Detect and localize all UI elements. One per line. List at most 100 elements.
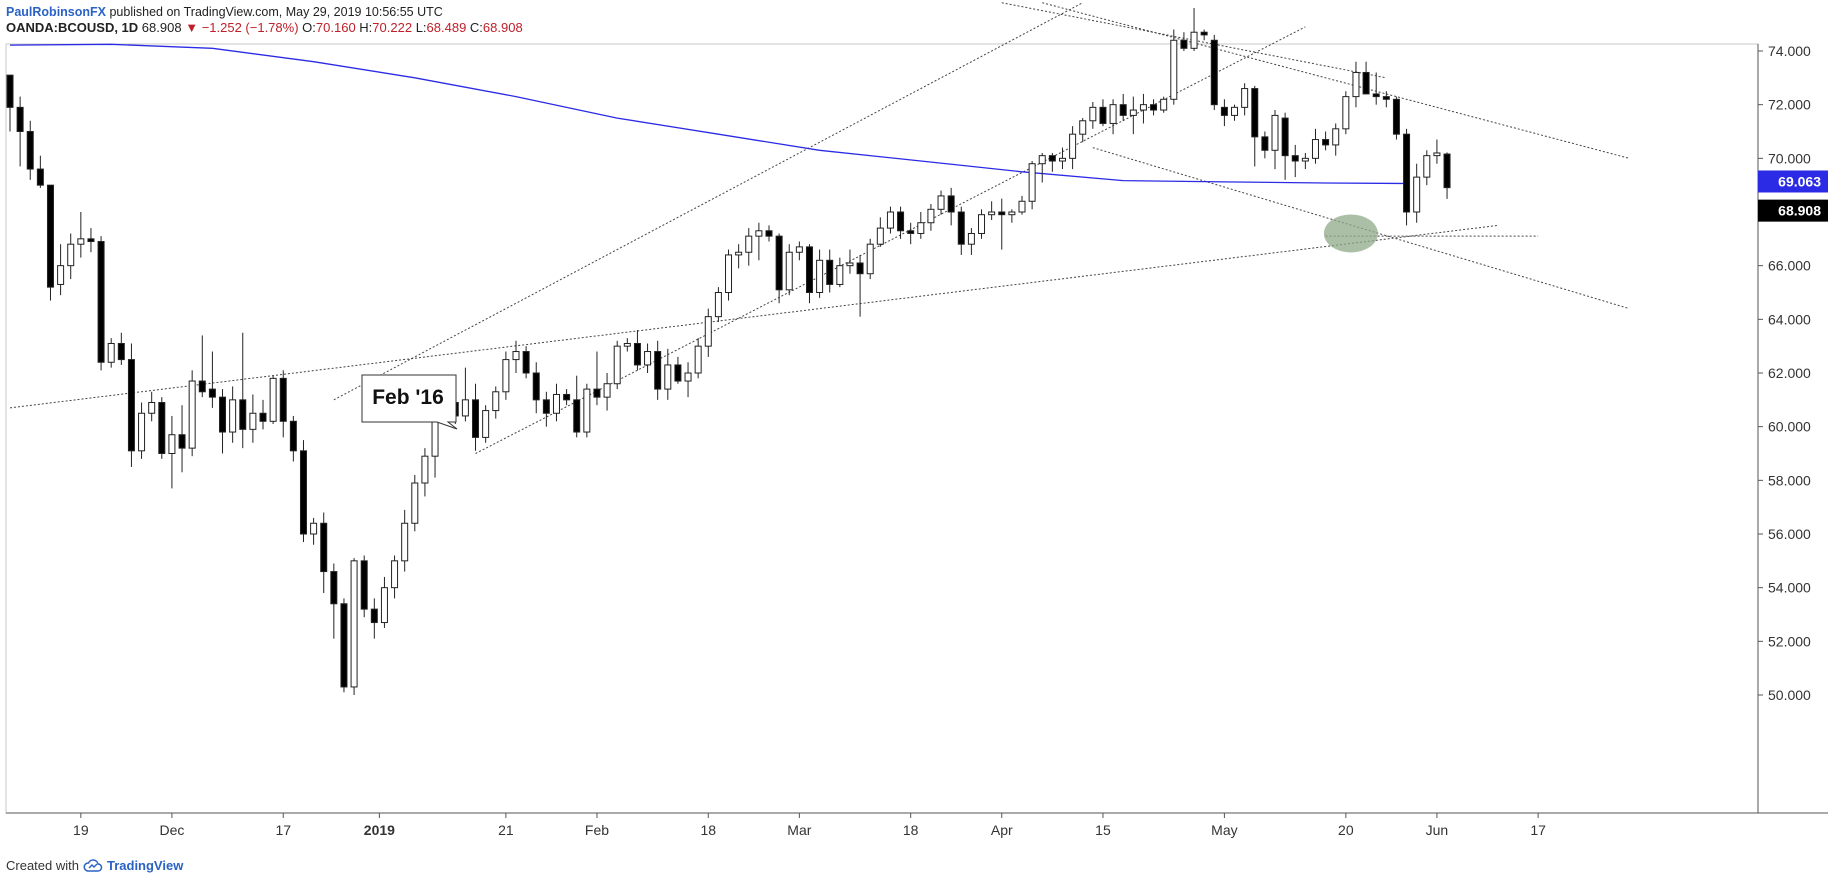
candle-body-down xyxy=(1281,117,1289,157)
candle-body-down xyxy=(117,342,125,361)
chart-footer: Created with TradingView xyxy=(6,858,183,873)
candle xyxy=(755,222,763,261)
candle xyxy=(269,375,277,424)
time-axis[interactable]: 19 Dec 17 2019 21 Feb 18 Mar 18 Apr 15 May 20 Jun 17 xyxy=(73,813,1546,838)
publisher-line: PaulRobinsonFX published on TradingView.… xyxy=(6,4,523,20)
candle xyxy=(1139,93,1147,124)
candle-body-down xyxy=(907,230,915,234)
candle xyxy=(67,233,75,280)
candle-body-down xyxy=(1403,133,1411,213)
candle xyxy=(714,287,722,323)
candle-body-down xyxy=(26,131,34,170)
candle-body-up xyxy=(1018,200,1026,213)
candle-body-up xyxy=(1311,139,1319,159)
x-tick-label: 15 xyxy=(1095,822,1111,838)
author-link[interactable]: PaulRobinsonFX xyxy=(6,5,106,19)
candle xyxy=(563,389,571,406)
candle xyxy=(1322,131,1330,151)
candle-body-down xyxy=(1392,98,1400,135)
candle-body-up xyxy=(967,232,975,245)
candle xyxy=(1058,147,1066,170)
candle xyxy=(684,362,692,398)
candle xyxy=(1109,99,1117,135)
x-tick-label: 20 xyxy=(1338,822,1354,838)
candle xyxy=(886,206,894,234)
candle xyxy=(552,383,560,422)
candle xyxy=(502,351,510,400)
candle xyxy=(1332,123,1340,156)
candle xyxy=(1079,118,1087,143)
candle-body-down xyxy=(563,393,571,401)
y-tick-label: 52.000 xyxy=(1768,633,1811,649)
candle-body-up xyxy=(1170,39,1178,100)
candle xyxy=(573,375,581,438)
trendline-descending-upper xyxy=(1042,2,1630,159)
candle xyxy=(279,370,287,438)
candle xyxy=(6,74,14,132)
candle-body-up xyxy=(886,211,894,229)
candle xyxy=(1403,128,1411,226)
trendline-feb-16-support xyxy=(9,224,1498,409)
tradingview-brand[interactable]: TradingView xyxy=(106,858,184,873)
candle xyxy=(1200,29,1208,41)
candle-body-down xyxy=(198,380,206,393)
candle-body-down xyxy=(775,235,783,291)
candle xyxy=(542,391,550,427)
candle xyxy=(654,340,662,400)
candle xyxy=(482,405,490,443)
symbol-label[interactable]: OANDA:BCOUSD, 1D xyxy=(6,20,139,35)
candle-body-up xyxy=(1089,106,1097,122)
x-tick-label: Jun xyxy=(1426,822,1449,838)
ma-price-label: 69.063 xyxy=(1758,170,1828,193)
candle-body-up xyxy=(704,316,712,347)
candle xyxy=(107,338,115,368)
candle-body-down xyxy=(472,399,480,438)
candle xyxy=(77,212,85,258)
candle-body-down xyxy=(1099,106,1107,124)
candle-body-up xyxy=(552,393,560,414)
candle xyxy=(1119,93,1127,121)
candle xyxy=(846,249,854,274)
candle xyxy=(603,373,611,411)
high-value: 70.222 xyxy=(372,20,413,35)
feb-16-callout: Feb '16 xyxy=(361,374,458,430)
candle-body-down xyxy=(654,351,662,390)
x-tick-label: 18 xyxy=(700,822,716,838)
x-tick-label: 17 xyxy=(1530,822,1546,838)
candle xyxy=(168,415,176,489)
candle xyxy=(1433,139,1441,164)
candle-body-down xyxy=(279,377,287,422)
candle xyxy=(1352,61,1360,108)
low-label: L: xyxy=(415,20,427,35)
candle-body-up xyxy=(684,372,692,382)
candle-body-up xyxy=(725,254,733,293)
candle xyxy=(927,203,935,231)
candle xyxy=(1089,101,1097,129)
candle-body-up xyxy=(1301,157,1309,162)
price-axis[interactable]: 74.00072.00070.00068.00066.00064.00062.0… xyxy=(1758,43,1811,703)
trendline-lower-channel xyxy=(475,26,1306,454)
y-tick-label: 54.000 xyxy=(1768,580,1811,596)
candle-body-down xyxy=(947,195,955,213)
candle-body-down xyxy=(1150,104,1158,111)
candle-body-down xyxy=(360,560,368,610)
candle xyxy=(967,228,975,255)
x-tick-label: 21 xyxy=(498,822,514,838)
candle xyxy=(633,330,641,371)
candle xyxy=(816,249,824,298)
candle-body-down xyxy=(1251,88,1259,138)
candle-body-up xyxy=(421,455,429,484)
y-tick-label: 60.000 xyxy=(1768,419,1811,435)
candle xyxy=(1271,110,1279,170)
candle-body-down xyxy=(46,184,54,288)
callout-box xyxy=(361,374,458,430)
candle-body-down xyxy=(826,259,834,285)
candle-body-down xyxy=(998,211,1006,216)
candle-body-down xyxy=(1261,136,1269,151)
candle-body-up xyxy=(927,208,935,224)
candle-body-up xyxy=(269,377,277,422)
price-label-bg xyxy=(1758,199,1828,222)
candle-body-up xyxy=(138,412,146,452)
y-tick-label: 66.000 xyxy=(1768,258,1811,274)
